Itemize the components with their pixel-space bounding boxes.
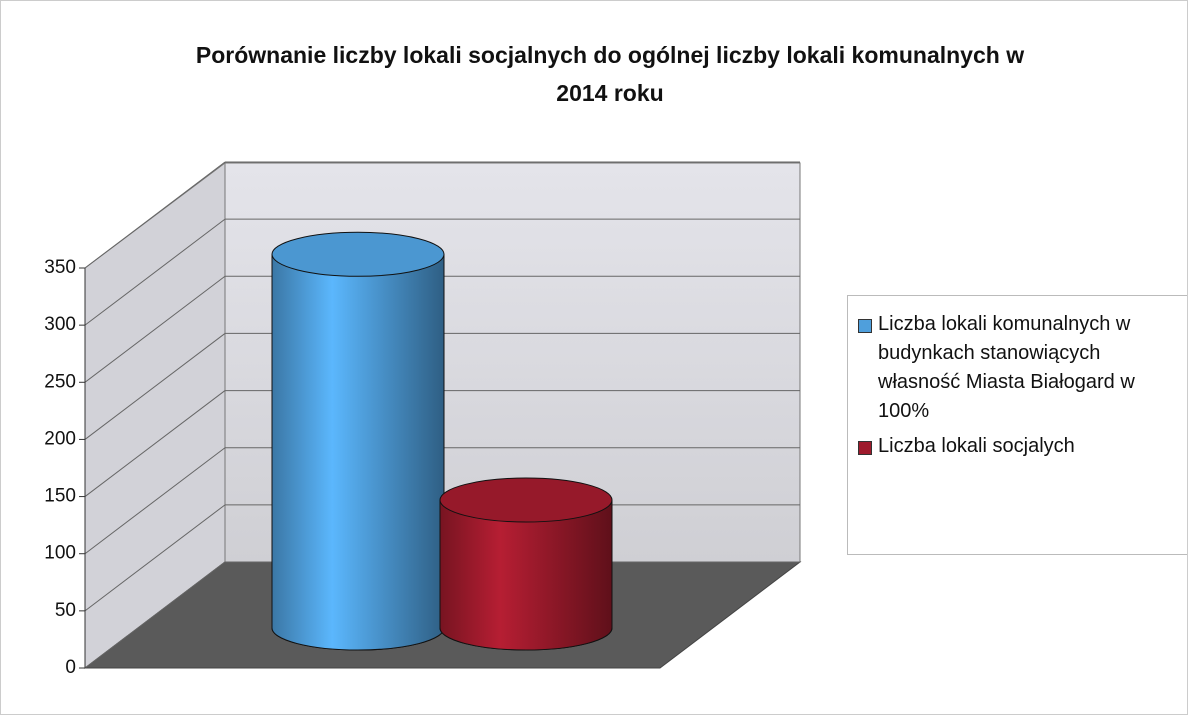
y-tick-label: 100 bbox=[44, 543, 76, 564]
y-tick-label: 0 bbox=[65, 657, 76, 678]
grid-line bbox=[84, 218, 226, 326]
y-tick-label: 250 bbox=[44, 371, 76, 392]
grid-line bbox=[84, 333, 226, 440]
legend-swatch bbox=[858, 319, 872, 333]
y-tick-label: 150 bbox=[44, 486, 76, 507]
marks bbox=[271, 231, 613, 651]
legend-label: Liczba lokali komunalnych w budynkach st… bbox=[878, 313, 1135, 422]
cylinder-top bbox=[271, 231, 445, 277]
cylinder-top bbox=[439, 477, 613, 523]
y-tick-label: 200 bbox=[44, 428, 76, 449]
grid-line bbox=[84, 390, 226, 497]
legend: Liczba lokali komunalnych w budynkach st… bbox=[847, 295, 1187, 555]
grid-line bbox=[84, 561, 226, 669]
y-tick-label: 350 bbox=[44, 257, 76, 278]
cylinder-body bbox=[439, 499, 613, 651]
legend-item: Liczba lokali komunalnych w budynkach st… bbox=[858, 310, 1187, 426]
grid-line bbox=[84, 447, 226, 555]
legend-item: Liczba lokali socjalych bbox=[858, 432, 1187, 461]
grid-line bbox=[84, 275, 226, 383]
y-tick-label: 300 bbox=[44, 314, 76, 335]
cylinder-body bbox=[271, 253, 445, 651]
chart-title: Porównanie liczby lokali socjalnych do o… bbox=[195, 42, 1025, 106]
grid-line bbox=[84, 161, 226, 269]
grid-line bbox=[84, 504, 226, 612]
legend-label: Liczba lokali socjalych bbox=[878, 435, 1075, 457]
legend-swatch bbox=[858, 441, 872, 455]
y-tick-label: 50 bbox=[55, 600, 76, 621]
